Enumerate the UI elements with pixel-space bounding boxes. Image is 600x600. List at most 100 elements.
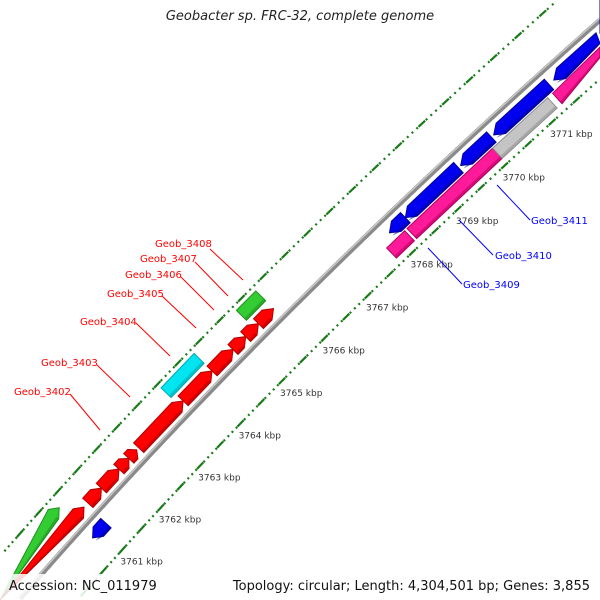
gene-shadow bbox=[235, 345, 245, 355]
minor-tick-mark bbox=[91, 451, 95, 455]
major-tick-mark bbox=[538, 9, 547, 18]
minor-tick-mark bbox=[252, 283, 256, 287]
minor-tick-mark bbox=[434, 109, 438, 113]
gene-shadow bbox=[556, 41, 600, 83]
minor-tick-mark bbox=[79, 464, 83, 468]
minor-tick-mark bbox=[371, 163, 380, 172]
map-title: Geobacter sp. FRC-32, complete genome bbox=[165, 9, 435, 24]
minor-tick-mark bbox=[176, 482, 185, 491]
gene-label[interactable]: Geob_3410 bbox=[495, 251, 552, 262]
label-callout-line bbox=[161, 295, 197, 329]
gene-label[interactable]: Geob_3408 bbox=[155, 239, 212, 250]
red-gene-feature bbox=[132, 400, 184, 454]
tick-label: 3769 kbp bbox=[456, 217, 499, 227]
minor-tick-mark bbox=[237, 294, 246, 303]
minor-tick-mark bbox=[541, 129, 545, 133]
gene-label[interactable]: Geob_3411 bbox=[531, 216, 588, 227]
minor-tick-mark bbox=[270, 266, 274, 270]
minor-tick-mark bbox=[214, 322, 218, 326]
minor-tick-mark bbox=[531, 138, 535, 141]
minor-tick-mark bbox=[524, 140, 533, 148]
minor-tick-mark bbox=[194, 468, 198, 472]
minor-tick-mark bbox=[155, 510, 159, 514]
minor-tick-mark bbox=[415, 126, 419, 130]
minor-tick-mark bbox=[310, 349, 314, 353]
gene-label[interactable]: Geob_3405 bbox=[107, 289, 164, 300]
minor-tick-mark bbox=[168, 370, 172, 374]
minor-tick-mark bbox=[296, 240, 300, 244]
minor-tick-mark bbox=[461, 203, 465, 207]
gene-shadow bbox=[131, 456, 138, 464]
gene-label[interactable]: Geob_3407 bbox=[140, 254, 197, 265]
minor-tick-mark bbox=[353, 306, 357, 310]
minor-tick-mark bbox=[87, 455, 91, 459]
major-tick-mark bbox=[216, 315, 225, 324]
minor-tick-mark bbox=[281, 250, 290, 259]
tick-label: 3766 kbp bbox=[322, 346, 365, 356]
minor-tick-mark bbox=[171, 493, 174, 497]
minor-tick-mark bbox=[131, 408, 135, 412]
gene-shadow bbox=[95, 525, 112, 541]
minor-tick-mark bbox=[143, 523, 147, 526]
major-tick-mark bbox=[54, 487, 62, 496]
minor-tick-mark bbox=[64, 481, 68, 485]
label-callout-line bbox=[496, 184, 531, 221]
minor-tick-mark bbox=[103, 438, 107, 442]
minor-tick-mark bbox=[314, 345, 318, 349]
gene-label[interactable]: Geob_3402 bbox=[14, 387, 71, 398]
gene-label[interactable]: Geob_3409 bbox=[463, 280, 520, 291]
minor-tick-mark bbox=[589, 85, 593, 89]
minor-tick-mark bbox=[327, 332, 331, 336]
gene-label[interactable]: Geob_3403 bbox=[41, 358, 98, 369]
minor-tick-mark bbox=[514, 31, 523, 40]
minor-tick-mark bbox=[451, 211, 455, 215]
minor-tick-mark bbox=[531, 20, 535, 24]
minor-tick-mark bbox=[22, 527, 26, 531]
gene-label[interactable]: Geob_3404 bbox=[80, 317, 137, 328]
gene-shadow bbox=[214, 358, 232, 376]
gene-label[interactable]: Geob_3406 bbox=[125, 270, 182, 281]
minor-tick-mark bbox=[319, 218, 323, 222]
minor-tick-mark bbox=[139, 400, 143, 404]
minor-tick-mark bbox=[151, 387, 155, 391]
label-callout-line bbox=[194, 261, 229, 297]
label-callout-line bbox=[180, 276, 215, 311]
major-tick-mark bbox=[348, 185, 357, 194]
major-tick-mark bbox=[500, 161, 509, 170]
minor-tick-mark bbox=[465, 198, 469, 202]
minor-tick-mark bbox=[551, 2, 555, 6]
minor-tick-mark bbox=[73, 465, 82, 474]
minor-tick-mark bbox=[332, 205, 336, 209]
minor-tick-mark bbox=[555, 116, 559, 120]
minor-tick-mark bbox=[99, 566, 108, 575]
minor-tick-mark bbox=[147, 518, 151, 522]
minor-tick-mark bbox=[190, 472, 194, 476]
gene-label-layer: Geob_3402 Geob_3403 Geob_3404 Geob_3405 Geob… bbox=[14, 184, 588, 431]
minor-tick-mark bbox=[25, 523, 29, 527]
minor-tick-mark bbox=[346, 192, 350, 196]
major-tick-mark bbox=[259, 272, 268, 281]
minor-tick-mark bbox=[214, 447, 218, 451]
minor-tick-mark bbox=[477, 183, 486, 192]
minor-tick-mark bbox=[477, 69, 481, 73]
label-callout-line bbox=[427, 247, 463, 285]
minor-tick-mark bbox=[521, 29, 525, 33]
minor-tick-mark bbox=[268, 392, 271, 396]
minor-tick-mark bbox=[424, 237, 428, 241]
minor-tick-mark bbox=[487, 60, 491, 64]
minor-tick-mark bbox=[560, 111, 564, 115]
genome-backbone-highlight bbox=[18, 18, 600, 599]
minor-tick-mark bbox=[406, 255, 410, 259]
major-tick-mark bbox=[156, 503, 165, 512]
minor-tick-mark bbox=[397, 263, 401, 267]
major-tick-mark bbox=[93, 444, 101, 453]
major-tick-mark bbox=[278, 376, 286, 385]
gene-shadow bbox=[496, 87, 554, 138]
minor-tick-mark bbox=[297, 362, 301, 366]
label-callout-line bbox=[69, 393, 101, 431]
minor-tick-mark bbox=[227, 309, 231, 313]
gene-shadow bbox=[104, 478, 119, 493]
